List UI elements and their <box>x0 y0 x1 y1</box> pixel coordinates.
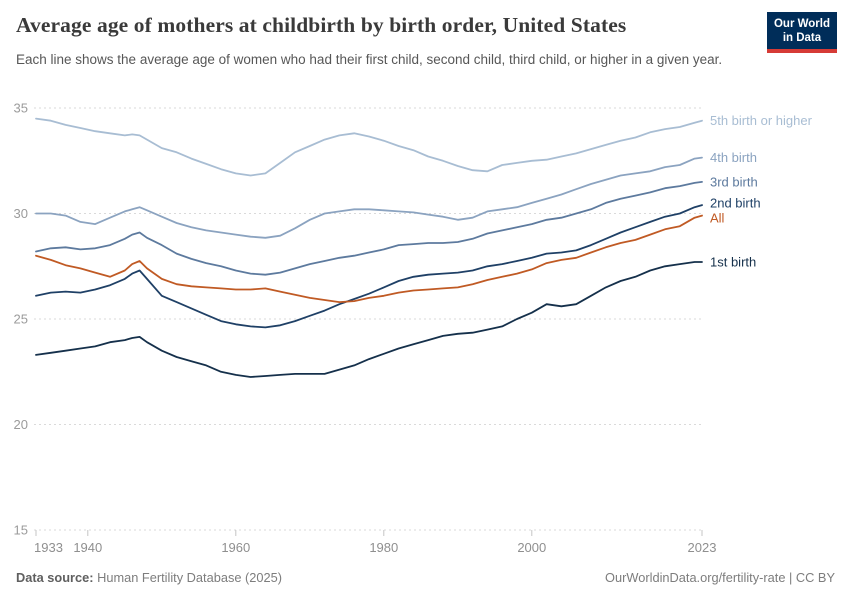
x-tick-label-2000: 2000 <box>517 540 546 555</box>
chart-subtitle: Each line shows the average age of women… <box>16 52 723 67</box>
owid-logo[interactable]: Our World in Data <box>766 12 837 53</box>
x-tick-label-2023: 2023 <box>688 540 717 555</box>
series-line-2nd-birth[interactable] <box>35 204 703 329</box>
data-source-value: Human Fertility Database (2025) <box>93 570 283 585</box>
data-source: Data source: Human Fertility Database (2… <box>16 570 282 585</box>
series-label-1st-birth[interactable]: 1st birth <box>710 255 756 270</box>
owid-logo-line1: Our World <box>773 18 830 30</box>
series-line-all[interactable] <box>35 214 703 304</box>
data-source-label: Data source: <box>16 570 94 585</box>
series-line-1st-birth[interactable] <box>35 261 703 378</box>
series-label-all[interactable]: All <box>710 210 725 225</box>
series-label-4th-birth[interactable]: 4th birth <box>710 150 757 165</box>
series-line-5th-birth-or-higher[interactable] <box>35 117 703 177</box>
series-label-2nd-birth[interactable]: 2nd birth <box>710 195 761 210</box>
series-line-4th-birth[interactable] <box>35 156 703 239</box>
x-tick-label-1933: 1933 <box>34 540 63 555</box>
series-label-5th-birth-or-higher[interactable]: 5th birth or higher <box>710 113 813 128</box>
x-tick-label-1940: 1940 <box>73 540 102 555</box>
chart-footer: Data source: Human Fertility Database (2… <box>16 570 835 585</box>
series-label-3rd-birth[interactable]: 3rd birth <box>710 174 758 189</box>
footer-url-link[interactable]: OurWorldinData.org/fertility-rate | CC B… <box>605 570 835 585</box>
y-tick-label-25: 25 <box>14 312 28 327</box>
x-tick-label-1960: 1960 <box>221 540 250 555</box>
footer-license: OurWorldinData.org/fertility-rate | CC B… <box>605 570 835 585</box>
chart-svg: 15 20 25 30 35 1933 1940 1960 1980 2000 2023 5th bi… <box>14 101 813 556</box>
x-tick-label-1980: 1980 <box>369 540 398 555</box>
owid-logo-line2: in Data <box>782 32 822 45</box>
series-line-3rd-birth[interactable] <box>35 181 703 276</box>
y-tick-label-30: 30 <box>14 206 28 221</box>
y-tick-label-15: 15 <box>14 523 28 538</box>
y-tick-label-20: 20 <box>14 417 28 432</box>
chart-title: Average age of mothers at childbirth by … <box>16 13 627 37</box>
y-tick-label-35: 35 <box>14 101 28 116</box>
